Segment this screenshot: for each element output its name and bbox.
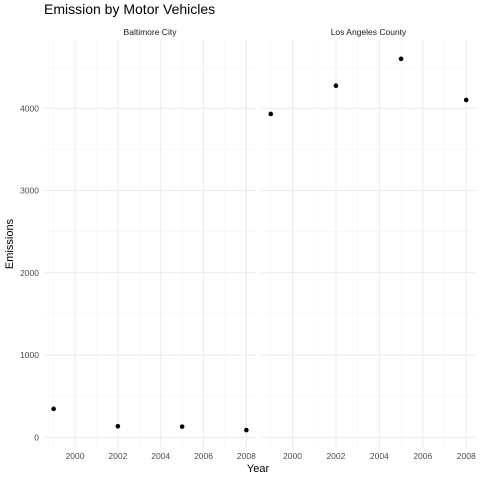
x-tick-label: 2006: [194, 451, 213, 461]
x-axis-title: Year: [247, 463, 270, 475]
data-point: [115, 423, 121, 429]
y-tick-label: 1000: [20, 350, 39, 360]
chart-title: Emission by Motor Vehicles: [44, 1, 215, 17]
x-tick-label: 2008: [237, 451, 256, 461]
data-point: [463, 97, 469, 103]
x-tick-label: 2000: [66, 451, 85, 461]
y-tick-label: 3000: [20, 186, 39, 196]
data-point: [51, 406, 56, 412]
x-tick-label: 2008: [457, 451, 476, 461]
x-tick-label: 2004: [370, 451, 389, 461]
facet-strip-label: Los Angeles County: [331, 27, 407, 37]
x-tick-label: 2006: [413, 451, 432, 461]
data-point: [179, 424, 185, 429]
data-point: [244, 427, 249, 433]
x-tick-label: 2004: [151, 451, 170, 461]
data-point: [268, 111, 274, 117]
y-tick-label: 2000: [20, 268, 39, 278]
x-tick-label: 2002: [326, 451, 345, 461]
x-tick-label: 2002: [108, 451, 127, 461]
facet-panel: Los Angeles County 2000 2002 2004 2006 2008: [261, 27, 476, 461]
y-tick-label: 4000: [20, 103, 39, 113]
y-tick-label: 0: [34, 432, 39, 442]
facet-strip-label: Baltimore City: [124, 27, 178, 37]
facet-panel: Baltimore City 2000 2002 2004 2006 2008: [44, 27, 256, 461]
y-axis-title: Emissions: [4, 218, 16, 269]
data-point: [333, 83, 339, 89]
y-axis-ticks: 0 1000 2000 3000 4000: [20, 103, 39, 442]
x-tick-label: 2000: [283, 451, 302, 461]
data-point: [398, 56, 404, 62]
